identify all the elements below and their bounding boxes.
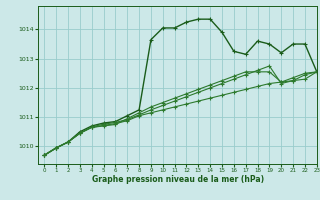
- X-axis label: Graphe pression niveau de la mer (hPa): Graphe pression niveau de la mer (hPa): [92, 175, 264, 184]
